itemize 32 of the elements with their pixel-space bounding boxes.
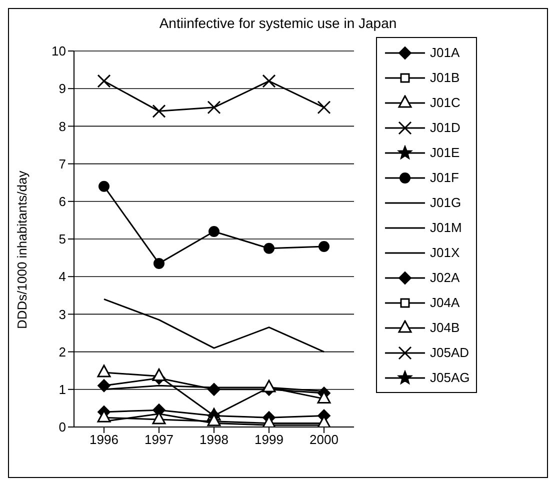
y-tick-label: 2 <box>58 344 66 360</box>
legend-label: J01D <box>430 120 460 135</box>
y-tick-label: 6 <box>58 194 66 210</box>
legend-label: J01E <box>430 145 460 160</box>
legend-label: J01F <box>430 170 459 185</box>
y-axis-title: DDDs/1000 inhabitants/day <box>14 170 30 329</box>
legend-label: J04B <box>430 320 460 335</box>
legend-label: J01B <box>430 70 460 85</box>
legend-label: J02A <box>430 270 460 285</box>
y-tick-label: 9 <box>58 81 66 96</box>
y-tick-label: 5 <box>58 232 66 247</box>
chart-title: Antiinfective for systemic use in Japan <box>158 15 398 33</box>
x-tick-label: 2000 <box>310 432 338 448</box>
y-tick-label: 10 <box>52 44 66 59</box>
y-tick-label: 8 <box>58 118 66 134</box>
legend-label: J05AD <box>430 345 470 360</box>
legend-label: J01G <box>430 195 462 210</box>
legend-label: J01C <box>430 95 460 110</box>
y-tick-label: 1 <box>58 382 66 398</box>
legend-label: J05AG <box>430 370 470 385</box>
y-tick-label: 3 <box>58 306 66 322</box>
legend-label: J01X <box>430 245 460 260</box>
y-tick-label: 0 <box>58 420 66 435</box>
y-tick-label: 4 <box>58 269 66 284</box>
x-tick-label: 1999 <box>254 432 284 448</box>
legend-label: J01M <box>430 220 462 235</box>
x-tick-label: 1997 <box>144 432 174 448</box>
legend-label: J01A <box>430 45 460 60</box>
y-tick-label: 7 <box>58 156 66 172</box>
legend-label: J04A <box>430 295 460 310</box>
x-tick-label: 1998 <box>200 432 228 448</box>
x-tick-label: 1996 <box>90 432 118 448</box>
